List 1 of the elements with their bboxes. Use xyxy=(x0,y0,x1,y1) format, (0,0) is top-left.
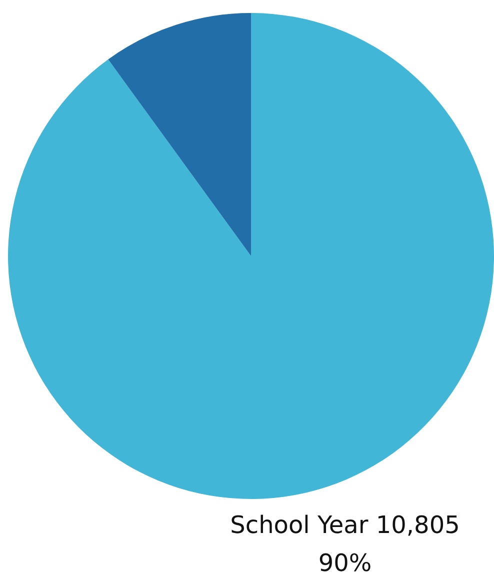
slice-label: School Year 10,805 90% xyxy=(230,511,460,575)
